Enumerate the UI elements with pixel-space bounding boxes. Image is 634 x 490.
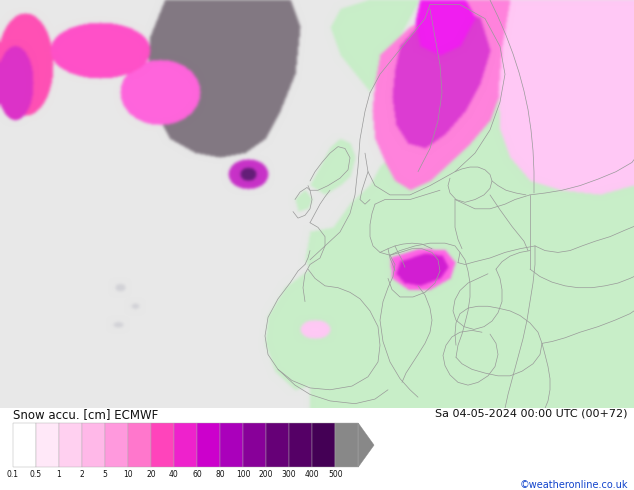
Bar — [174, 423, 197, 467]
Text: 0.1: 0.1 — [7, 470, 18, 479]
Text: 40: 40 — [169, 470, 179, 479]
Text: 2: 2 — [79, 470, 84, 479]
Bar — [105, 423, 128, 467]
Bar — [36, 423, 59, 467]
Bar — [151, 423, 174, 467]
Text: 100: 100 — [236, 470, 250, 479]
Text: Snow accu. [cm] ECMWF: Snow accu. [cm] ECMWF — [13, 408, 158, 421]
Text: 10: 10 — [123, 470, 133, 479]
Text: 1: 1 — [56, 470, 61, 479]
Bar — [82, 423, 105, 467]
Bar — [335, 423, 358, 467]
Text: 200: 200 — [259, 470, 273, 479]
Bar — [197, 423, 220, 467]
Bar — [243, 423, 266, 467]
Bar — [266, 423, 289, 467]
Bar — [128, 423, 151, 467]
Text: Sa 04-05-2024 00:00 UTC (00+72): Sa 04-05-2024 00:00 UTC (00+72) — [435, 408, 628, 418]
Text: 0.5: 0.5 — [30, 470, 42, 479]
Text: 400: 400 — [305, 470, 320, 479]
Text: 80: 80 — [215, 470, 225, 479]
Text: 500: 500 — [328, 470, 342, 479]
Bar — [312, 423, 335, 467]
Bar — [13, 423, 36, 467]
Text: 5: 5 — [102, 470, 107, 479]
Bar — [59, 423, 82, 467]
FancyArrow shape — [358, 423, 374, 467]
Text: ©weatheronline.co.uk: ©weatheronline.co.uk — [519, 480, 628, 490]
Text: 60: 60 — [192, 470, 202, 479]
Bar — [289, 423, 312, 467]
Bar — [220, 423, 243, 467]
Text: 20: 20 — [146, 470, 156, 479]
Text: 300: 300 — [281, 470, 297, 479]
